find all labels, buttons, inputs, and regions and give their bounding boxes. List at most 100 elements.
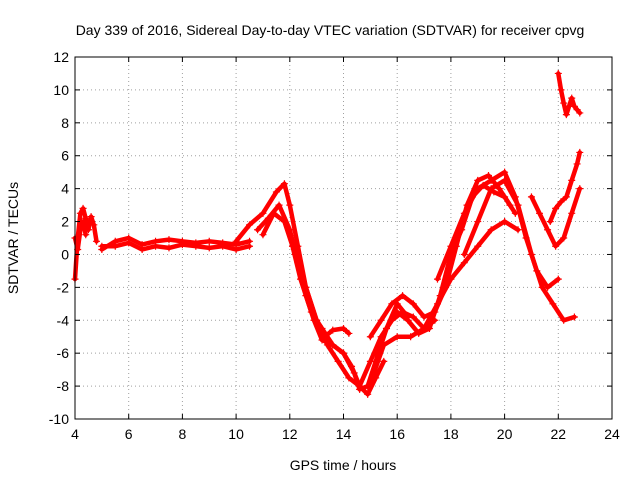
- data-point: [420, 325, 428, 332]
- x-tick-label: 10: [228, 426, 244, 442]
- data-point: [557, 198, 565, 206]
- series-trace-15: [546, 148, 584, 226]
- data-point: [345, 329, 353, 337]
- data-point: [460, 209, 468, 217]
- data-point: [232, 246, 240, 254]
- x-tick-label: 6: [125, 426, 133, 442]
- series-trace-5: [232, 180, 353, 341]
- y-tick-label: 10: [53, 82, 69, 98]
- data-point: [165, 236, 173, 244]
- data-point: [433, 275, 441, 283]
- data-point: [366, 333, 374, 341]
- data-point: [92, 237, 100, 245]
- data-series: [71, 69, 584, 398]
- data-point: [404, 316, 412, 324]
- data-point: [340, 349, 347, 357]
- data-point: [487, 226, 495, 234]
- data-point: [350, 369, 358, 377]
- data-point: [487, 185, 495, 193]
- x-axis-label: GPS time / hours: [290, 457, 397, 473]
- x-tick-label: 22: [551, 426, 567, 442]
- y-tick-label: 8: [61, 115, 69, 131]
- data-point: [79, 218, 87, 226]
- y-tick-label: 12: [53, 49, 69, 65]
- data-point: [527, 193, 535, 201]
- data-point: [570, 313, 578, 321]
- data-point: [192, 242, 200, 250]
- y-tick-label: -6: [57, 345, 70, 361]
- y-tick-label: 6: [61, 148, 69, 164]
- data-point: [460, 250, 468, 258]
- data-point: [366, 379, 374, 387]
- data-point: [388, 300, 396, 308]
- series-trace-4: [98, 239, 254, 254]
- chart-title: Day 339 of 2016, Sidereal Day-to-day VTE…: [76, 22, 585, 38]
- data-point: [554, 69, 562, 77]
- series-line: [529, 186, 583, 249]
- data-point: [576, 109, 584, 117]
- data-point: [538, 283, 546, 291]
- y-tick-label: 2: [61, 214, 69, 230]
- data-point: [138, 246, 146, 254]
- series-line: [255, 202, 387, 397]
- data-point: [433, 300, 441, 308]
- data-point: [98, 242, 106, 250]
- data-point: [313, 316, 321, 324]
- data-point: [527, 250, 535, 258]
- x-tick-label: 12: [282, 426, 298, 442]
- y-tick-label: 0: [61, 246, 69, 262]
- data-point: [409, 300, 417, 308]
- data-point: [447, 242, 455, 250]
- y-tick-label: -10: [49, 411, 69, 427]
- data-point: [474, 242, 482, 250]
- data-point: [152, 242, 160, 250]
- data-point: [82, 231, 90, 239]
- x-tick-label: 14: [336, 426, 352, 442]
- series-trace-16: [554, 69, 584, 119]
- data-point: [549, 300, 557, 308]
- data-point: [364, 390, 372, 398]
- data-point: [573, 160, 581, 168]
- y-tick-label: -2: [57, 279, 70, 295]
- data-point: [380, 341, 388, 349]
- data-point: [377, 316, 385, 324]
- y-tick-label: -8: [57, 378, 70, 394]
- data-point: [568, 94, 576, 102]
- data-point: [560, 234, 568, 242]
- data-point: [544, 226, 552, 234]
- data-point: [576, 185, 584, 193]
- x-tick-label: 18: [443, 426, 459, 442]
- data-point: [568, 176, 576, 184]
- data-point: [125, 239, 133, 247]
- data-point: [111, 242, 119, 250]
- data-point: [246, 242, 254, 250]
- data-point: [393, 333, 401, 341]
- data-point: [568, 209, 576, 217]
- x-tick-label: 4: [71, 426, 79, 442]
- data-point: [554, 275, 562, 283]
- data-point: [562, 193, 570, 201]
- series-line: [233, 181, 352, 339]
- data-point: [275, 201, 283, 209]
- data-point: [259, 231, 267, 239]
- data-point: [382, 325, 390, 332]
- x-tick-label: 16: [389, 426, 405, 442]
- data-point: [552, 204, 560, 212]
- data-point: [399, 292, 407, 300]
- data-point: [178, 241, 186, 249]
- series-line: [292, 252, 438, 389]
- data-point: [205, 237, 213, 245]
- data-point: [501, 218, 509, 226]
- data-point: [484, 171, 492, 179]
- x-tick-label: 8: [179, 426, 187, 442]
- data-point: [334, 357, 342, 365]
- data-point: [219, 242, 227, 250]
- data-point: [356, 382, 364, 390]
- data-point: [280, 180, 288, 188]
- data-point: [546, 218, 554, 226]
- data-point: [76, 226, 84, 234]
- data-point: [372, 349, 380, 357]
- series-trace-9: [366, 171, 514, 341]
